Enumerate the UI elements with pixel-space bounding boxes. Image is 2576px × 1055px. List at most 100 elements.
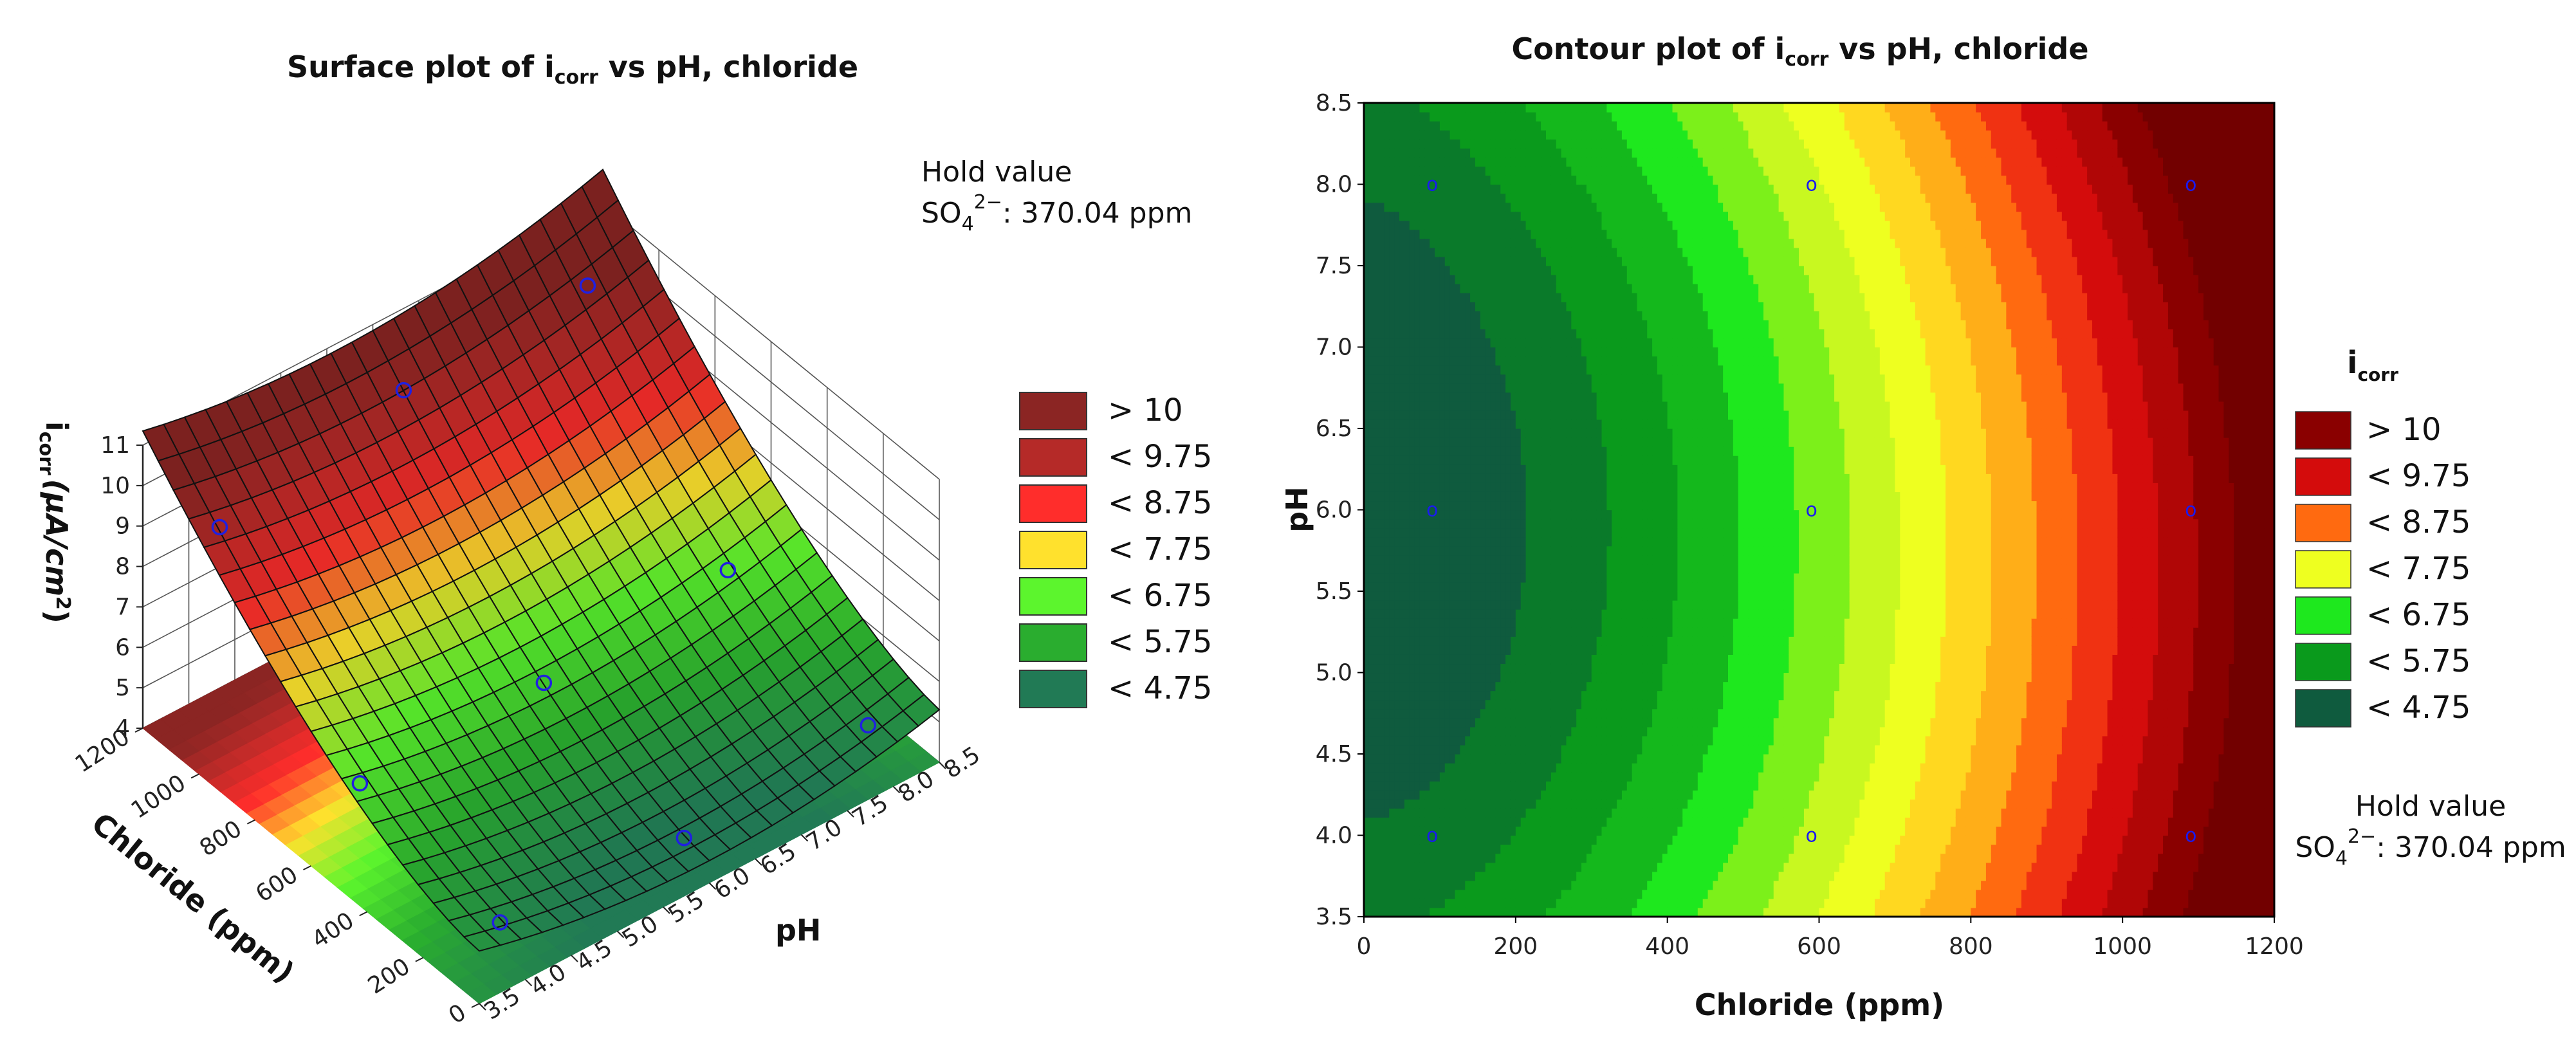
contour-cell (1364, 284, 1370, 293)
contour-cell (1556, 555, 1562, 565)
contour-cell (1536, 112, 1541, 122)
contour-cell (1475, 509, 1481, 520)
contour-cell (1541, 754, 1547, 764)
contour-cell (1566, 491, 1572, 502)
contour-cell (1470, 555, 1476, 565)
contour-cell (1444, 275, 1451, 284)
contour-cell (1389, 401, 1395, 411)
contour-cell (1541, 482, 1547, 492)
contour-cell (1444, 528, 1451, 538)
contour-cell (1379, 202, 1385, 212)
contour-cell (1485, 266, 1491, 275)
contour-cell (1430, 636, 1435, 646)
contour-cell (1561, 374, 1567, 384)
contour-cell (1430, 275, 1435, 284)
contour-cell (1384, 744, 1390, 755)
contour-cell (1389, 681, 1395, 692)
contour-cell (1379, 636, 1385, 646)
contour-cell (1536, 690, 1541, 701)
contour-cell (1490, 754, 1496, 764)
contour-cell (1536, 103, 1541, 113)
contour-cell (1384, 681, 1390, 692)
contour-cell (1510, 175, 1516, 185)
contour-cell (1465, 754, 1471, 764)
contour-cell (1399, 862, 1405, 872)
contour-cell (1541, 437, 1547, 447)
contour-cell (1439, 491, 1446, 502)
contour-cell (1550, 690, 1557, 701)
contour-cell (1541, 247, 1547, 257)
contour-cell (1495, 636, 1501, 646)
contour-cell (1389, 202, 1395, 212)
contour-cell (1399, 672, 1405, 683)
contour-cell (1389, 302, 1395, 311)
contour-cell (1444, 166, 1451, 176)
contour-cell (1480, 184, 1486, 194)
contour-cell (1485, 889, 1491, 899)
contour-cell (1510, 473, 1516, 483)
contour-cell (1465, 320, 1471, 329)
contour-cell (1525, 266, 1532, 275)
contour-cell (1495, 148, 1501, 158)
contour-cell (1475, 238, 1481, 248)
contour-cell (1531, 889, 1536, 899)
contour-cell (1515, 844, 1522, 854)
contour-cell (1480, 636, 1486, 646)
contour-cell (1490, 103, 1496, 113)
contour-cell (1470, 898, 1476, 908)
contour-cell (1389, 808, 1395, 818)
contour-cell (1550, 428, 1557, 438)
contour-cell (1561, 826, 1567, 836)
contour-cell (1480, 555, 1486, 565)
contour-cell (1439, 184, 1446, 194)
contour-cell (1444, 645, 1451, 655)
contour-cell (1550, 148, 1557, 158)
contour-cell (1419, 473, 1425, 483)
contour-cell (1541, 591, 1547, 601)
contour-cell (1520, 889, 1527, 899)
contour-cell (1384, 546, 1390, 556)
contour-cell (1414, 112, 1421, 122)
contour-cell (1556, 889, 1562, 899)
contour-cell (1480, 537, 1486, 547)
contour-cell (1495, 898, 1501, 908)
contour-cell (1455, 808, 1460, 818)
contour-cell (1409, 383, 1415, 393)
contour-cell (1556, 329, 1562, 339)
contour-cell (1495, 356, 1501, 366)
contour-cell (1571, 672, 1577, 683)
contour-cell (1490, 419, 1496, 429)
contour-cell (1531, 518, 1536, 529)
contour-cell (1435, 844, 1440, 854)
contour-cell (1515, 220, 1522, 230)
contour-cell (1546, 690, 1552, 701)
contour-cell (1394, 175, 1400, 185)
contour-cell (1439, 166, 1446, 176)
contour-cell (1566, 365, 1572, 375)
contour-cell (1480, 546, 1486, 556)
contour-cell (1389, 311, 1395, 320)
contour-cell (1460, 555, 1466, 565)
contour-cell (1510, 284, 1516, 293)
contour-cell (1465, 717, 1471, 728)
contour-cell (1480, 428, 1486, 438)
contour-cell (1368, 708, 1375, 719)
contour-cell (1550, 311, 1557, 320)
contour-cell (1470, 374, 1476, 384)
contour-cell (1444, 537, 1451, 547)
contour-cell (1439, 383, 1446, 393)
contour-cell (1525, 690, 1532, 701)
surface-y-tick-mark (303, 865, 311, 870)
contour-cell (1490, 365, 1496, 375)
contour-cell (1510, 645, 1516, 655)
contour-cell (1480, 446, 1486, 456)
contour-cell (1374, 862, 1380, 872)
contour-cell (1531, 509, 1536, 520)
contour-cell (1520, 907, 1527, 917)
contour-cell (1500, 555, 1506, 565)
contour-cell (1368, 347, 1375, 357)
contour-cell (1566, 518, 1572, 529)
contour-cell (1500, 609, 1506, 619)
contour-cell (1364, 699, 1370, 710)
contour-cell (1460, 428, 1466, 438)
